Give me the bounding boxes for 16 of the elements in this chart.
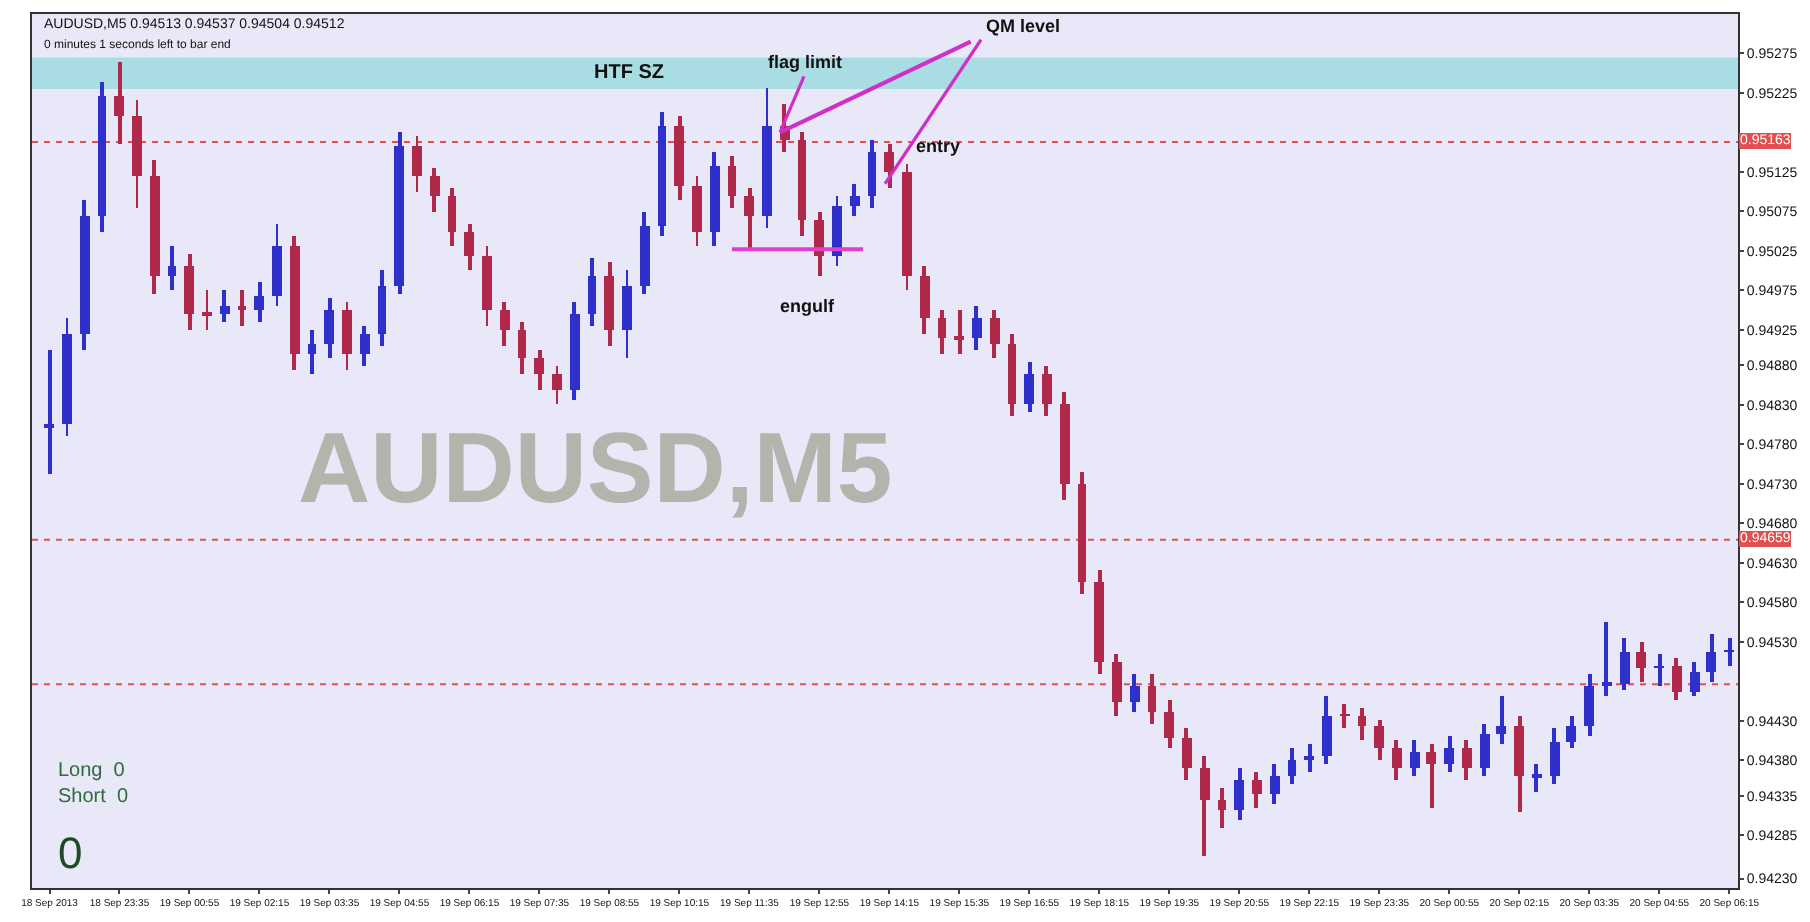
annotation: AUDUSD,M5 bbox=[298, 412, 893, 524]
candlestick bbox=[1654, 654, 1664, 686]
annotation: Long 0 bbox=[58, 760, 126, 782]
annotation: flag limit bbox=[768, 52, 843, 72]
annotation: Short 0 bbox=[58, 786, 129, 808]
annotation: engulf bbox=[780, 296, 836, 316]
band-label: HTF SZ bbox=[594, 62, 664, 84]
candlestick bbox=[1340, 704, 1350, 728]
candlestick bbox=[1602, 622, 1612, 696]
candlestick bbox=[1724, 638, 1734, 666]
candlestick bbox=[202, 290, 212, 330]
annotation: QM level bbox=[986, 16, 1061, 36]
annotation: entry bbox=[916, 136, 961, 156]
annotation: 0 bbox=[58, 828, 83, 878]
candlestick bbox=[44, 350, 54, 474]
candlestick bbox=[954, 310, 964, 354]
